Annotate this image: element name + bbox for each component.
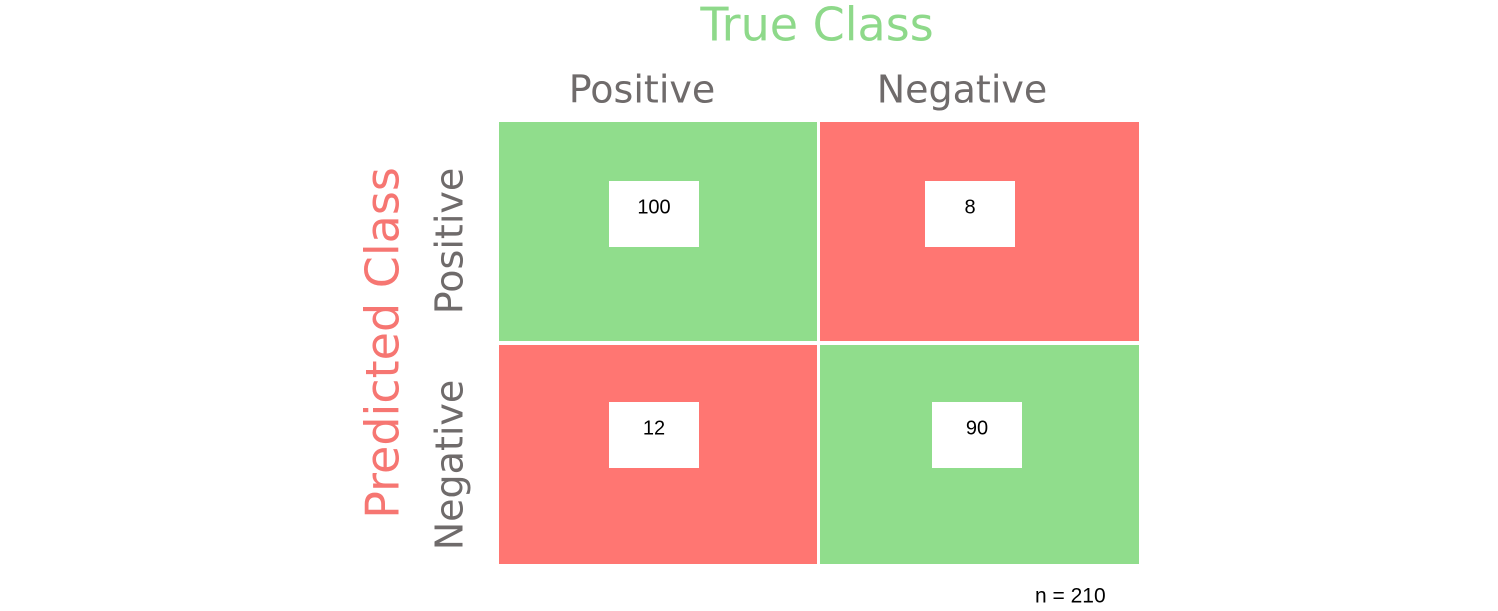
sample-size: n = 210 bbox=[1035, 585, 1106, 608]
row-label: Positive bbox=[428, 168, 472, 315]
y-title: Predicted Class bbox=[356, 167, 410, 519]
value-box bbox=[925, 181, 1015, 247]
cell-value: 8 bbox=[964, 196, 975, 218]
cell-value: 12 bbox=[643, 417, 665, 439]
value-box bbox=[932, 402, 1022, 468]
value-box bbox=[609, 181, 699, 247]
title: True Class bbox=[699, 0, 933, 52]
cell-value: 100 bbox=[637, 196, 670, 218]
column-label: Positive bbox=[569, 68, 716, 112]
cell-value: 90 bbox=[966, 417, 988, 439]
value-box bbox=[609, 402, 699, 468]
column-label: Negative bbox=[877, 68, 1048, 112]
row-label: Negative bbox=[428, 380, 472, 551]
